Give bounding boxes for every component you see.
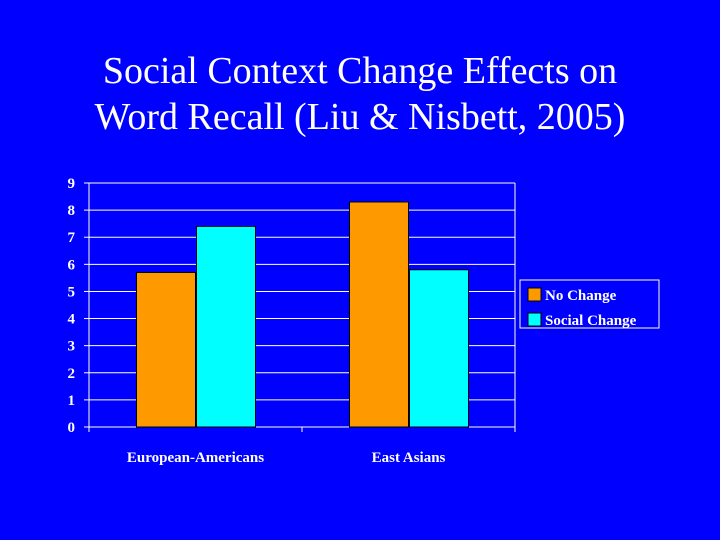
bar-no-change-east-asians [349, 201, 409, 428]
category-label: European-Americans [127, 450, 264, 466]
y-tick-label: 9 [68, 176, 76, 192]
legend-swatch-social-change [527, 312, 542, 327]
title-line-2: Word Recall (Liu & Nisbett, 2005) [94, 96, 626, 138]
legend-swatch-no-change [527, 287, 542, 302]
title-line-1: Social Context Change Effects on [102, 50, 618, 92]
y-tick-labels: 0 1 2 3 4 5 6 7 8 9 [68, 176, 76, 436]
legend: No Change Social Change [519, 279, 660, 329]
y-tick-label: 1 [68, 393, 76, 409]
category-labels: European-Americans East Asians [127, 450, 446, 466]
bars [136, 201, 469, 428]
legend-box [519, 279, 660, 329]
y-tick-label: 4 [68, 312, 76, 328]
y-tick-label: 5 [68, 284, 76, 300]
y-tick-label: 0 [68, 420, 76, 436]
category-label: East Asians [372, 450, 446, 466]
bar-no-change-european-americans [136, 271, 196, 428]
y-tick-label: 8 [68, 203, 76, 219]
y-tick-label: 6 [68, 257, 76, 273]
y-tick-label: 2 [68, 366, 76, 382]
legend-label-social-change: Social Change [545, 313, 637, 329]
y-tick-label: 7 [68, 230, 76, 246]
bar-social-change-european-americans [196, 225, 256, 428]
legend-label-no-change: No Change [545, 288, 617, 304]
y-tick-label: 3 [68, 339, 76, 355]
slide-title: Social Context Change Effects on Word Re… [0, 48, 720, 140]
bar-social-change-east-asians [409, 269, 469, 428]
